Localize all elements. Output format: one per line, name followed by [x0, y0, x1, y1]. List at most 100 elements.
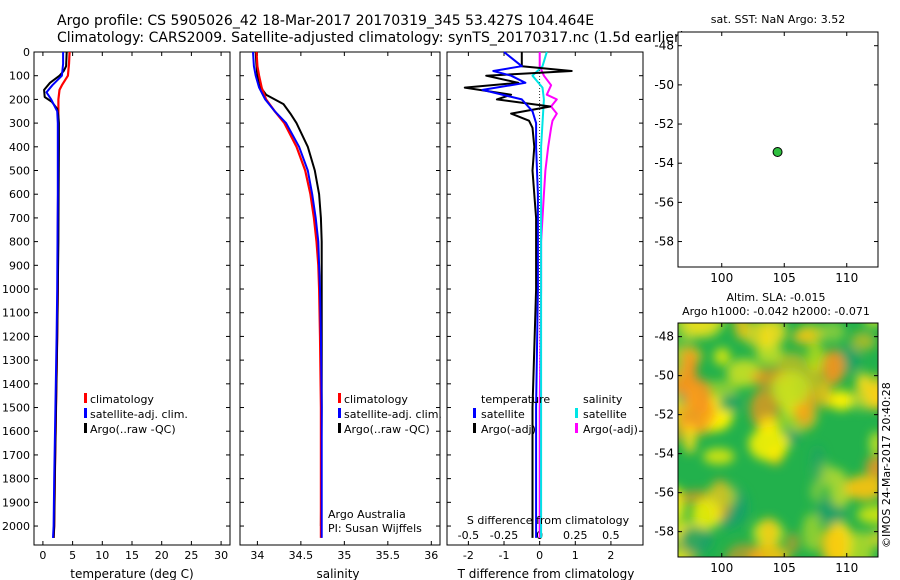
sla-anomaly-patch — [848, 530, 873, 557]
temperature-legend-swatch-climatology — [84, 393, 87, 403]
salinity-legend-swatch-climatology — [338, 393, 341, 403]
difference-legend: temperature satellite Argo(-adj) salinit… — [473, 393, 638, 436]
sla-anomaly-patch — [818, 526, 846, 557]
sla-anomaly-patch — [679, 525, 713, 554]
sla-anomaly-patch — [678, 495, 687, 528]
temperature-legend: climatology satellite-adj. clim. Argo(..… — [84, 393, 188, 436]
sla-anomaly-patch — [810, 481, 823, 502]
sla-anomaly-patch — [683, 423, 697, 454]
salinity-legend-argo: Argo(..raw -QC) — [344, 423, 430, 436]
sla-map: Altim. SLA: -0.015 Argo h1000: -0.042 h2… — [654, 291, 879, 575]
difference-legend-swatch-t-argo — [473, 423, 476, 433]
x-tick-label: 0 — [536, 549, 543, 562]
temperature-x-axis: 0 5 10 15 20 25 30 — [39, 52, 228, 562]
sla-anomaly-patch — [828, 470, 847, 506]
depth-tick-label: 1100 — [2, 307, 30, 320]
x-tick-label: 0.5 — [602, 529, 620, 542]
depth-tick-label: 700 — [9, 212, 30, 225]
sla-anomaly-patch — [683, 378, 713, 415]
sla-anomaly-patch — [806, 342, 825, 372]
sla-anomaly-patch — [678, 340, 685, 382]
x-tick-label: 25 — [184, 549, 198, 562]
sla-anomaly-patch — [810, 445, 825, 483]
x-tick-label: -2 — [463, 549, 474, 562]
sla-anomaly-patch — [829, 390, 854, 411]
x-tick-label: 5 — [69, 549, 76, 562]
x-tick-label: 35.5 — [376, 549, 401, 562]
map-x-tick-label: 100 — [710, 271, 733, 285]
x-tick-label: 34.5 — [289, 549, 314, 562]
sla-anomaly-patch — [868, 529, 878, 548]
sla-map-title-line1: Altim. SLA: -0.015 — [726, 291, 825, 304]
map-x-tick-label: 105 — [773, 561, 796, 575]
temperature-frame — [33, 51, 231, 546]
depth-tick-label: 900 — [9, 259, 30, 272]
difference-legend-swatch-t-satellite — [473, 408, 476, 418]
figure-title-line2: Climatology: CARS2009. Satellite-adjuste… — [57, 30, 685, 46]
salinity-x-axis: 34 34.5 35 35.5 36 — [250, 52, 438, 562]
sla-anomaly-patch — [678, 431, 684, 442]
depth-tick-label: 1900 — [2, 496, 30, 509]
temperature-diff-satellite-line — [481, 51, 539, 538]
salinity-note-line2: PI: Susan Wijffels — [328, 522, 422, 535]
temperature-legend-swatch-satellite — [84, 408, 87, 418]
sla-anomaly-patch — [820, 323, 846, 343]
depth-tick-label: 1600 — [2, 425, 30, 438]
salinity-note-line1: Argo Australia — [328, 508, 406, 521]
depth-tick-label: 1000 — [2, 283, 30, 296]
difference-legend-t-argo: Argo(-adj) — [481, 423, 536, 436]
sla-anomaly-patch — [761, 517, 777, 546]
sla-anomaly-patch — [758, 416, 784, 434]
sla-field-anomalies — [678, 323, 878, 557]
salinity-legend-swatch-argo — [338, 423, 341, 433]
sla-anomaly-patch — [791, 328, 817, 345]
map-y-tick-label: -54 — [654, 447, 674, 461]
sla-map-frame — [677, 322, 879, 558]
sst-map-title: sat. SST: NaN Argo: 3.52 — [711, 13, 845, 26]
difference-salinity-axis: -0.5 -0.25 0 0.25 0.5 — [458, 529, 620, 542]
map-y-tick-label: -56 — [654, 486, 674, 500]
map-x-tick-label: 100 — [710, 561, 733, 575]
sla-anomaly-patch — [755, 343, 784, 365]
salinity-legend: climatology satellite-adj. clim. Argo(..… — [338, 393, 442, 436]
salinity-diff-satellite-line — [531, 51, 548, 538]
depth-tick-label: 2000 — [2, 520, 30, 533]
map-y-tick-label: -52 — [654, 117, 674, 131]
sla-anomaly-patch — [678, 550, 687, 557]
sla-field — [678, 323, 878, 557]
x-tick-label: 34 — [250, 549, 264, 562]
sla-anomaly-patch — [844, 475, 878, 501]
sst-map: sat. SST: NaN Argo: 3.52 100 105 110 -48 -50… — [654, 13, 879, 285]
x-tick-label: 0.25 — [563, 529, 588, 542]
depth-tick-label: 100 — [9, 70, 30, 83]
map-y-tick-label: -48 — [654, 330, 674, 344]
sla-map-axes: 100 105 110 -48 -50 -52 -54 -56 -58 — [654, 323, 878, 575]
depth-tick-label: 800 — [9, 236, 30, 249]
sla-anomaly-patch — [702, 448, 735, 465]
sla-anomaly-patch — [851, 331, 876, 351]
depth-tick-label: 1800 — [2, 473, 30, 486]
depth-tick-label: 300 — [9, 117, 30, 130]
difference-frame — [446, 51, 644, 546]
x-tick-label: 35 — [337, 549, 351, 562]
sla-anomaly-patch — [854, 374, 878, 408]
sla-map-title-line2: Argo h1000: -0.042 h2000: -0.071 — [682, 305, 870, 318]
salinity-satellite-line — [252, 51, 323, 538]
salinity-xlabel: salinity — [316, 567, 359, 580]
difference-legend-s-argo: Argo(-adj) — [583, 423, 638, 436]
depth-tick-label: 200 — [9, 93, 30, 106]
salinity-panel: 34 34.5 35 35.5 36 salinity climatology sate… — [239, 51, 442, 580]
map-y-tick-label: -48 — [654, 39, 674, 53]
x-tick-label: 15 — [125, 549, 139, 562]
temperature-satellite-line — [45, 52, 65, 538]
x-tick-label: 0 — [39, 549, 46, 562]
depth-tick-label: 600 — [9, 188, 30, 201]
sla-anomaly-patch — [819, 381, 833, 409]
x-tick-label: 2 — [607, 549, 614, 562]
sla-anomaly-patch — [822, 349, 845, 385]
depth-tick-label: 1700 — [2, 449, 30, 462]
x-tick-label: -0.5 — [458, 529, 479, 542]
sla-anomaly-patch — [856, 505, 878, 525]
sla-anomaly-patch — [869, 431, 878, 456]
